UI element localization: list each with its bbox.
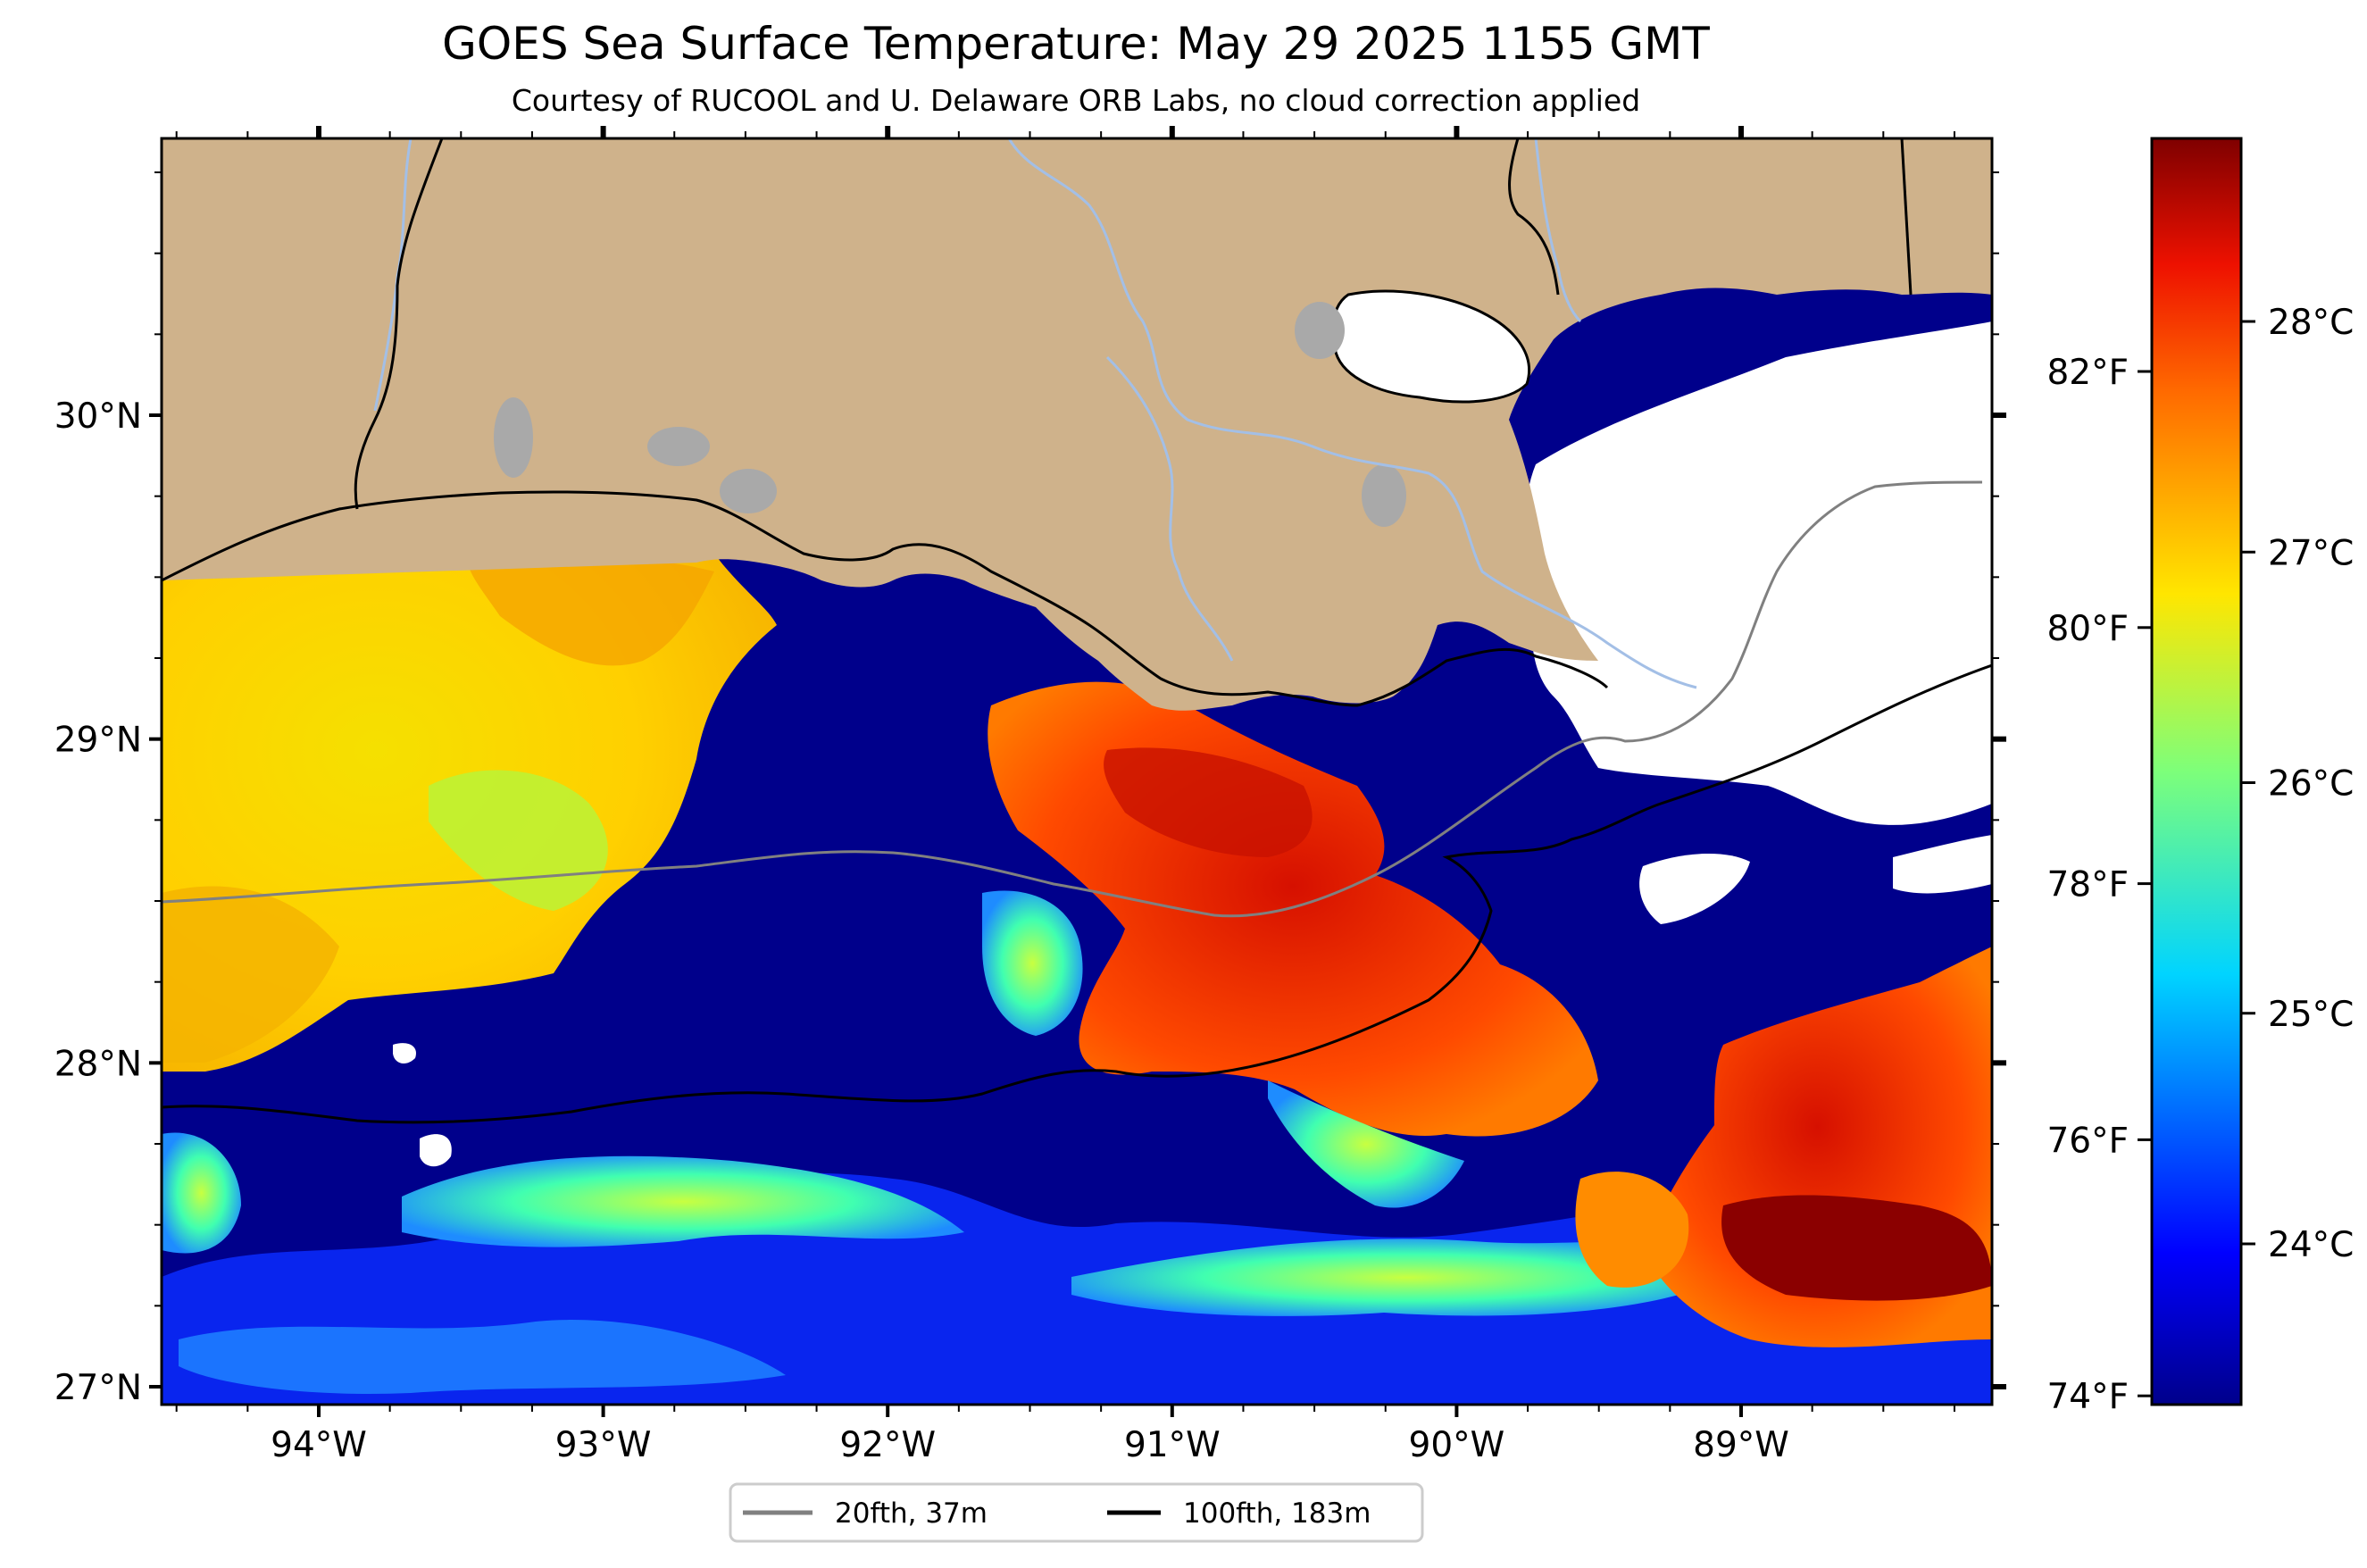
fahrenheit-label: 74°F [2046, 1377, 2129, 1417]
colorbar: 28°C 27°C 26°C 25°C 24°C 82°F 80°F 78°F 76°F 74°… [2046, 137, 2354, 1417]
celsius-label: 28°C [2268, 303, 2354, 343]
legend-label-20fth: 20fth, 37m [835, 1497, 988, 1530]
map-panel [162, 138, 1992, 1405]
celsius-scale: 28°C 27°C 26°C 25°C 24°C [2241, 303, 2354, 1265]
cloud-mask-patch-3 [420, 1134, 452, 1167]
isobath-100fth [162, 663, 1992, 1124]
coastline [162, 490, 1609, 707]
celsius-label: 26°C [2268, 764, 2354, 805]
fahrenheit-label: 82°F [2046, 353, 2129, 393]
longitude-axis: 94°W 93°W 92°W 91°W 90°W 89°W [271, 126, 1789, 1465]
isobath-20fth [162, 480, 1983, 918]
inland-lake [494, 397, 533, 478]
west-warm-pool-orange [464, 545, 714, 666]
map-title: GOES Sea Surface Temperature: May 29 202… [442, 18, 1710, 70]
southern-band-edge [179, 1320, 786, 1394]
isobath-legend: 20fth, 37m 100fth, 183m [729, 1482, 1424, 1543]
state-border-la-ms [1508, 138, 1560, 296]
map-border [160, 137, 1994, 1406]
inland-lake [720, 469, 777, 513]
central-eddy-south-fringe [1268, 1080, 1464, 1208]
inland-lake [1362, 464, 1406, 527]
fahrenheit-label: 76°F [2046, 1121, 2129, 1161]
pearl-river [1534, 138, 1582, 323]
lat-tick-label: 27°N [54, 1368, 142, 1408]
legend-label-100fth: 100fth, 183m [1183, 1497, 1371, 1530]
celsius-label: 27°C [2268, 533, 2354, 573]
inland-lake [647, 427, 710, 466]
cloud-mask-patch-2 [1893, 835, 1992, 894]
southern-band-east [1071, 1239, 1741, 1316]
celsius-label: 25°C [2268, 995, 2354, 1035]
land-louisiana [162, 138, 1992, 711]
atchafalaya-river [1105, 355, 1234, 662]
lat-tick-label: 29°N [54, 721, 142, 761]
southern-green-band [402, 1155, 964, 1247]
lat-tick-label: 30°N [54, 396, 142, 437]
fahrenheit-label: 78°F [2046, 865, 2129, 905]
central-eddy-green-fringe [982, 890, 1083, 1036]
southeast-orange-fringe [1575, 1172, 1689, 1288]
fahrenheit-label: 80°F [2046, 609, 2129, 649]
legend-box [729, 1482, 1424, 1543]
inland-lake [1295, 302, 1345, 359]
lon-tick-label: 92°W [839, 1425, 936, 1465]
lon-tick-label: 90°W [1409, 1425, 1505, 1465]
west-warm-pool-south [162, 886, 339, 1063]
cloud-mask-east [1525, 321, 1992, 825]
state-border-ms-al [1900, 138, 1913, 296]
fahrenheit-scale: 82°F 80°F 78°F 76°F 74°F [2046, 353, 2152, 1417]
latitude-axis: 27°N 28°N 29°N 30°N [54, 396, 2006, 1408]
celsius-label: 24°C [2268, 1225, 2354, 1265]
lat-tick-label: 28°N [54, 1044, 142, 1084]
colorbar-gradient [2150, 137, 2243, 1406]
lon-tick-label: 93°W [555, 1425, 652, 1465]
southeast-hot-core [1721, 1195, 1992, 1301]
central-eddy-core [1104, 747, 1313, 857]
mississippi-river [1007, 138, 1697, 689]
lon-tick-label: 94°W [271, 1425, 367, 1465]
cloud-mask-patch [1639, 853, 1750, 924]
map-subtitle: Courtesy of RUCOOL and U. Delaware ORB L… [511, 83, 1641, 118]
southern-band-west [162, 1132, 241, 1254]
lon-tick-label: 89°W [1693, 1425, 1789, 1465]
minor-ticks [154, 131, 1999, 1412]
cloud-mask-patch-4 [393, 1043, 416, 1064]
state-border-tx-la [354, 138, 444, 510]
lon-tick-label: 91°W [1124, 1425, 1221, 1465]
